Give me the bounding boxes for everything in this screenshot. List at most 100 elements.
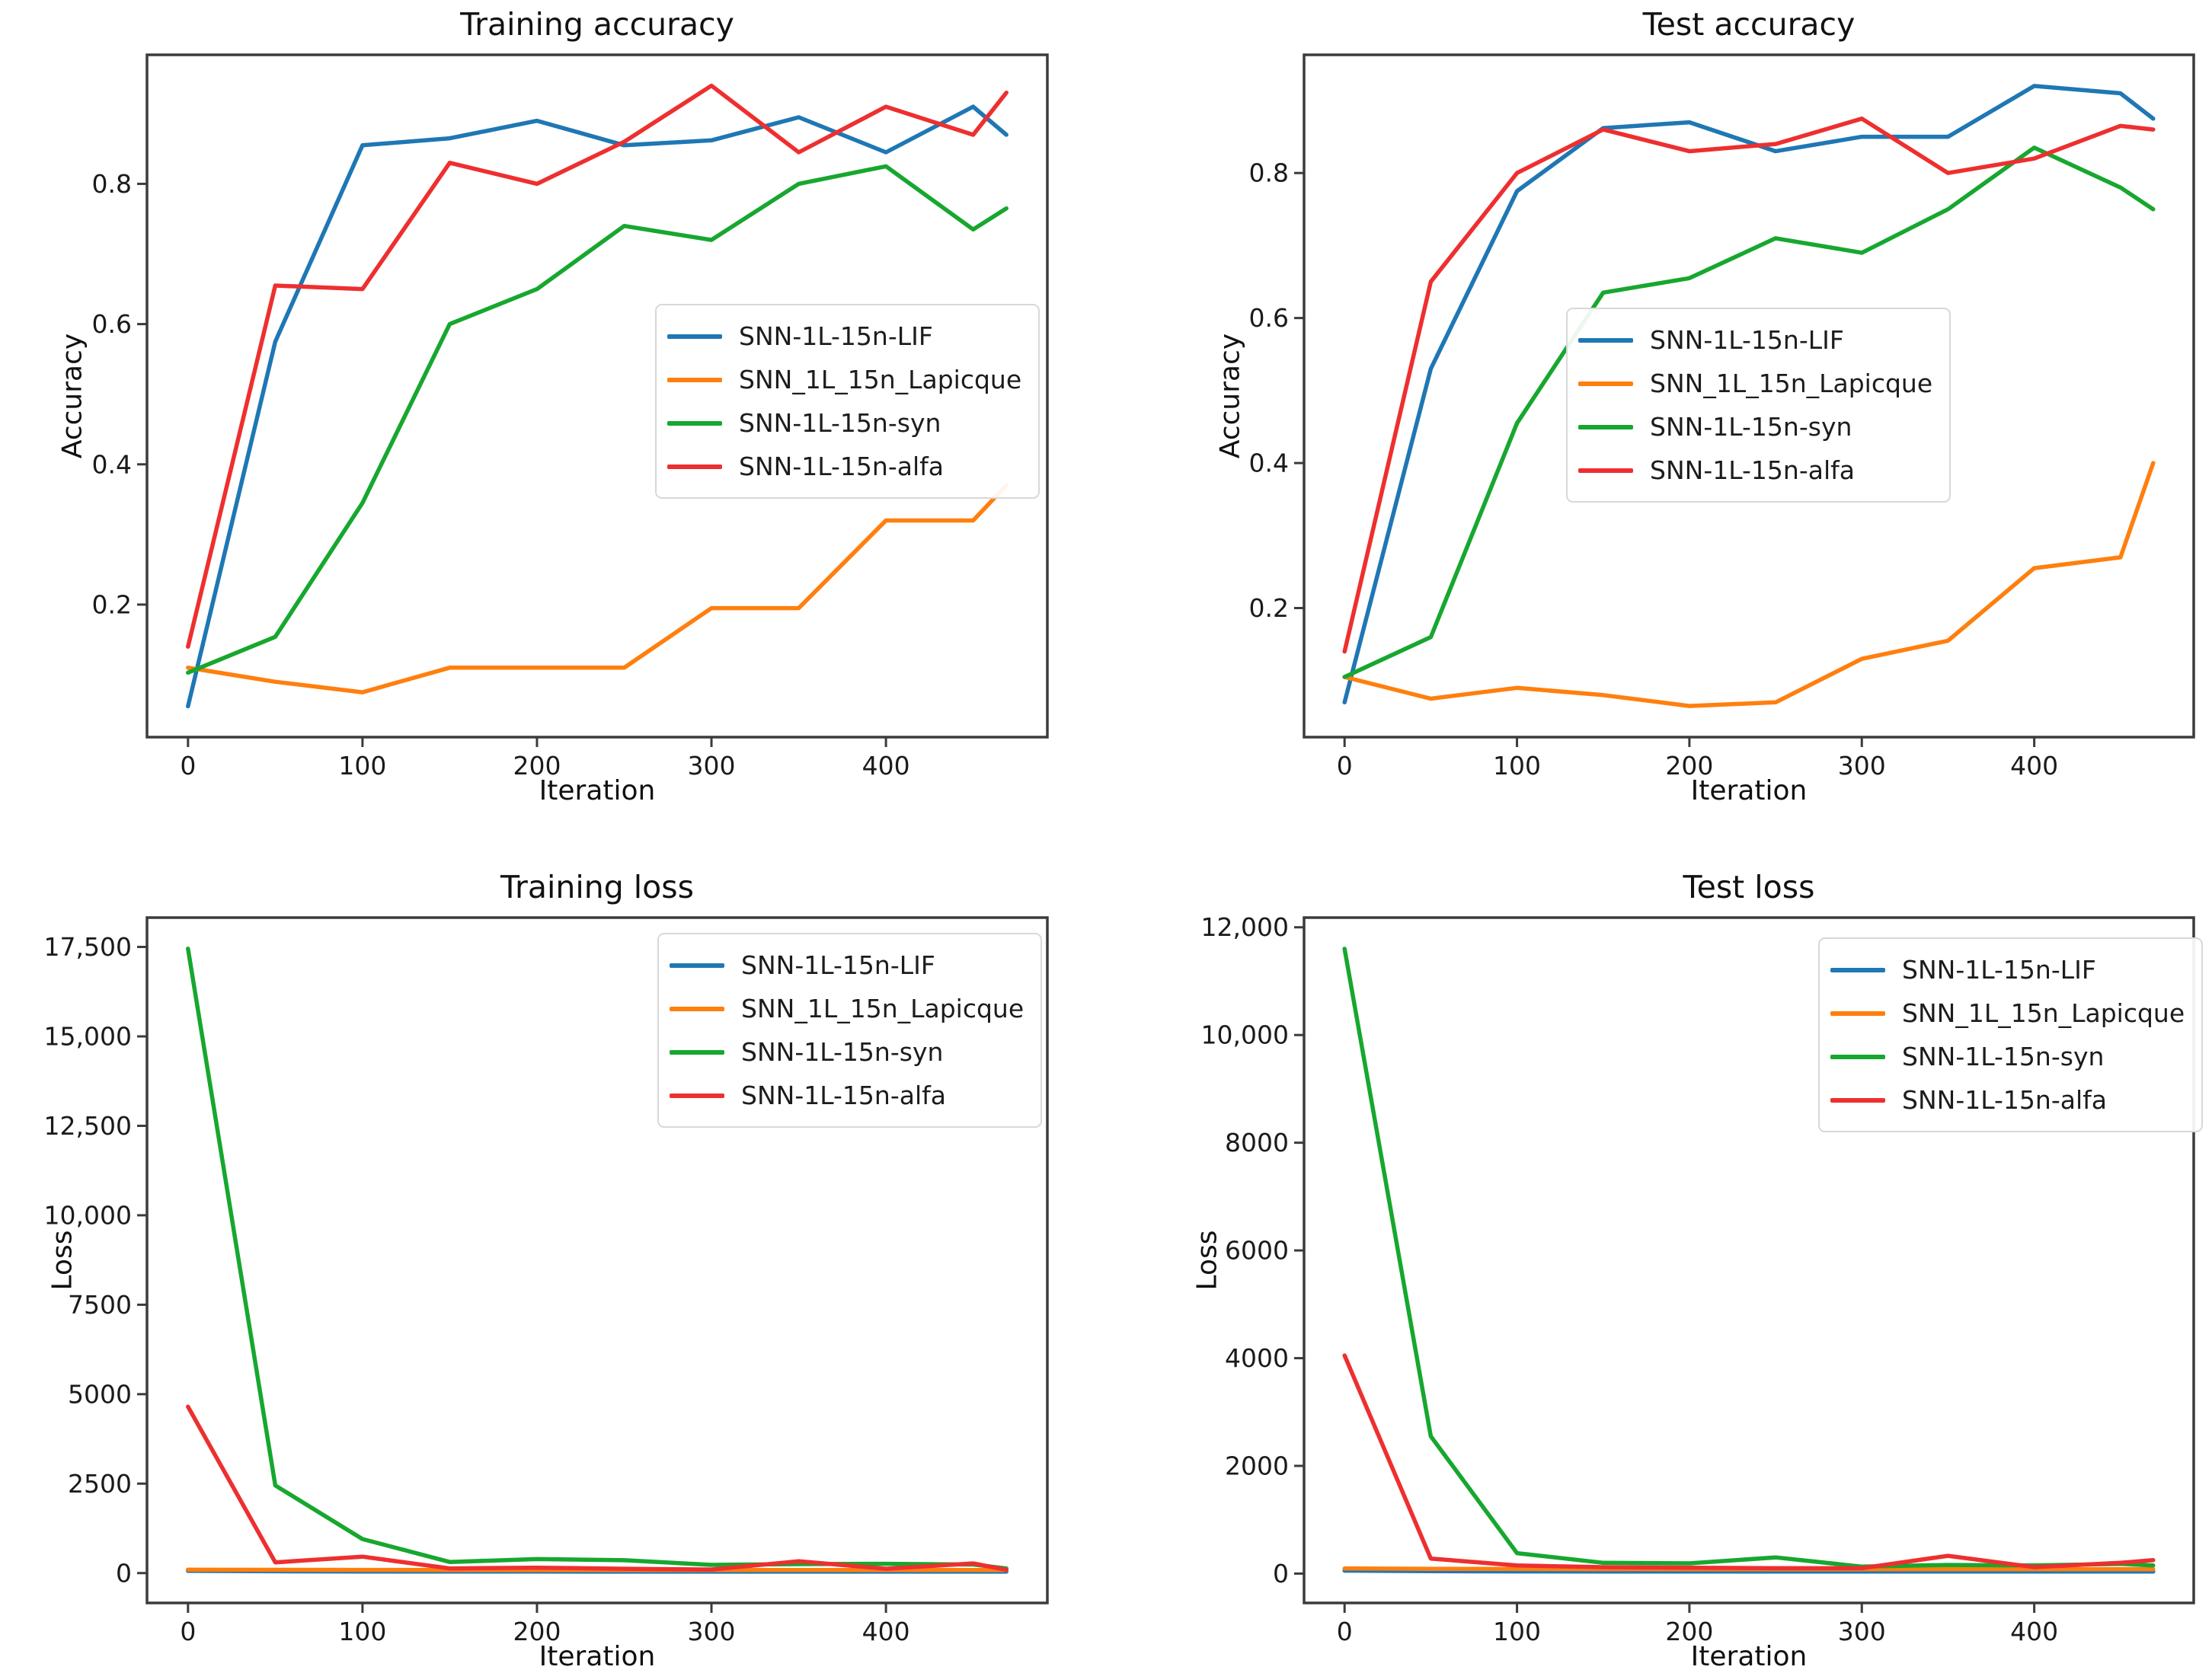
- chart-title: Training accuracy: [460, 6, 734, 43]
- series-line-SNN-1L-15n-alfa: [1342, 117, 2156, 654]
- y-tick-label: 0.6: [1249, 303, 1289, 333]
- x-tick-label: 200: [513, 751, 561, 781]
- axes-frame: [1303, 916, 2195, 1604]
- axes-frame: [1303, 53, 2195, 739]
- legend-label: SNN-1L-15n-alfa: [1902, 1085, 2107, 1115]
- y-tick-label: 4000: [1225, 1343, 1289, 1373]
- legend-swatch-SNN-1L-15n-alfa: [1830, 1097, 1885, 1103]
- x-axis-label: Iteration: [539, 775, 656, 806]
- y-tick-label: 0: [116, 1558, 132, 1588]
- y-tick-label: 2000: [1225, 1451, 1289, 1481]
- y-tick-label: 0.8: [92, 169, 132, 199]
- legend-swatch-SNN-1L-15n-LIF: [1830, 967, 1885, 972]
- chart-test-loss: Test loss 0 100 200 300 400 0 2000 4000 6000 8000…: [1106, 837, 2212, 1673]
- chart-test-accuracy: Test accuracy 0 100 200 300 400 0.2 0.4 0.6 0.8 …: [1106, 0, 2212, 836]
- legend-label: SNN-1L-15n-alfa: [739, 452, 944, 481]
- legend-label: SNN-1L-15n-LIF: [741, 950, 935, 980]
- legend-label: SNN-1L-15n-alfa: [1650, 455, 1855, 485]
- legend: SNN-1L-15n-LIF SNN_1L_15n_Lapicque SNN-1L-…: [1818, 937, 2204, 1132]
- x-tick-label: 300: [1838, 1617, 1886, 1646]
- y-axis-label: Accuracy: [1214, 333, 1246, 459]
- legend-row: SNN-1L-15n-LIF: [1830, 948, 2185, 991]
- x-tick-label: 400: [862, 1617, 910, 1646]
- series-line-SNN-1L-15n-LIF: [1342, 84, 2156, 705]
- x-tick-label: 400: [862, 751, 910, 781]
- chart-title: Test accuracy: [1642, 6, 1856, 43]
- axes-frame: [145, 916, 1049, 1604]
- y-tick-label: 0.6: [92, 309, 132, 339]
- series-line-SNN-1L-15n-alfa: [1342, 1353, 2156, 1571]
- y-tick-label: 0: [1273, 1559, 1289, 1588]
- legend-swatch-SNN_1L_15n_Lapicque: [1578, 381, 1633, 386]
- x-tick-label: 300: [688, 751, 736, 781]
- series-line-SNN-1L-15n-alfa: [186, 1404, 1009, 1572]
- legend-label: SNN_1L_15n_Lapicque: [1902, 998, 2185, 1028]
- legend-row: SNN_1L_15n_Lapicque: [1578, 362, 1932, 405]
- chart-training-accuracy: Training accuracy 0 100 200 300 400 0.2 0.4 0.6…: [0, 0, 1106, 836]
- legend-swatch-SNN-1L-15n-alfa: [670, 1093, 724, 1098]
- y-axis-label: Loss: [46, 1230, 78, 1291]
- x-tick-label: 100: [1493, 751, 1541, 781]
- legend-swatch-SNN-1L-15n-alfa: [667, 464, 722, 469]
- series-line-SNN-1L-15n-syn: [186, 947, 1009, 1571]
- legend-label: SNN-1L-15n-LIF: [739, 321, 933, 351]
- legend-label: SNN-1L-15n-LIF: [1650, 325, 1844, 355]
- chart-training-loss: Training loss 0 100 200 300 400 0 2500 5000 7500…: [0, 837, 1106, 1673]
- series-line-SNN-1L-15n-alfa: [186, 83, 1009, 649]
- chart-title: Test loss: [1683, 869, 1815, 905]
- chart-title: Training loss: [500, 869, 694, 905]
- legend-row: SNN_1L_15n_Lapicque: [667, 358, 1021, 401]
- legend-label: SNN-1L-15n-alfa: [741, 1081, 946, 1110]
- legend-row: SNN-1L-15n-alfa: [1578, 449, 1932, 492]
- legend-label: SNN-1L-15n-LIF: [1902, 955, 2096, 985]
- legend-label: SNN_1L_15n_Lapicque: [739, 365, 1022, 394]
- legend-swatch-SNN-1L-15n-alfa: [1578, 468, 1633, 473]
- x-tick-label: 0: [180, 1617, 196, 1646]
- y-tick-label: 10,000: [44, 1200, 132, 1230]
- x-tick-label: 200: [1665, 1617, 1713, 1646]
- x-tick-label: 300: [688, 1617, 736, 1646]
- legend-row: SNN-1L-15n-alfa: [670, 1074, 1024, 1117]
- legend-row: SNN-1L-15n-alfa: [667, 445, 1021, 488]
- x-tick-label: 300: [1838, 751, 1886, 781]
- axes-frame: [145, 53, 1049, 739]
- series-line-SNN_1L_15n_Lapicque: [186, 483, 1009, 694]
- x-tick-label: 100: [338, 1617, 386, 1646]
- plot-area: 0 100 200 300 400 0.2 0.4 0.6 0.8: [1249, 53, 2195, 781]
- legend-swatch-SNN-1L-15n-LIF: [670, 963, 724, 968]
- x-axis-label: Iteration: [1690, 1641, 1808, 1672]
- y-tick-label: 8000: [1225, 1128, 1289, 1157]
- legend-row: SNN-1L-15n-LIF: [1578, 318, 1932, 362]
- x-tick-label: 0: [1337, 1617, 1353, 1646]
- y-tick-label: 0.4: [1249, 449, 1289, 478]
- legend-swatch-SNN-1L-15n-syn: [670, 1049, 724, 1055]
- y-tick-label: 12,500: [44, 1111, 132, 1141]
- x-tick-label: 200: [513, 1617, 561, 1646]
- series-line-SNN-1L-15n-LIF: [1342, 1568, 2156, 1574]
- legend-row: SNN-1L-15n-LIF: [670, 943, 1024, 987]
- y-tick-label: 0.4: [92, 449, 132, 479]
- legend-row: SNN-1L-15n-syn: [1830, 1035, 2185, 1078]
- x-tick-label: 400: [2010, 751, 2058, 781]
- series-line-SNN-1L-15n-syn: [186, 164, 1009, 675]
- y-tick-label: 6000: [1225, 1236, 1289, 1266]
- legend-label: SNN_1L_15n_Lapicque: [741, 994, 1024, 1023]
- legend-swatch-SNN-1L-15n-LIF: [1578, 337, 1633, 343]
- legend: SNN-1L-15n-LIF SNN_1L_15n_Lapicque SNN-1L-…: [655, 304, 1040, 499]
- y-tick-label: 0.8: [1249, 158, 1289, 188]
- legend-row: SNN-1L-15n-syn: [667, 401, 1021, 445]
- legend-swatch-SNN-1L-15n-syn: [1578, 424, 1633, 429]
- x-tick-label: 0: [1337, 751, 1353, 781]
- legend-swatch-SNN_1L_15n_Lapicque: [1830, 1011, 1885, 1016]
- y-tick-label: 0.2: [1249, 593, 1289, 623]
- legend-swatch-SNN_1L_15n_Lapicque: [667, 377, 722, 382]
- x-axis-label: Iteration: [1690, 775, 1808, 806]
- legend-label: SNN-1L-15n-syn: [1902, 1042, 2105, 1071]
- y-tick-label: 5000: [68, 1379, 132, 1409]
- x-tick-label: 200: [1665, 751, 1713, 781]
- x-axis-label: Iteration: [539, 1641, 656, 1672]
- y-tick-label: 12,000: [1201, 912, 1289, 942]
- x-tick-label: 400: [2010, 1617, 2058, 1646]
- legend-row: SNN-1L-15n-syn: [670, 1030, 1024, 1074]
